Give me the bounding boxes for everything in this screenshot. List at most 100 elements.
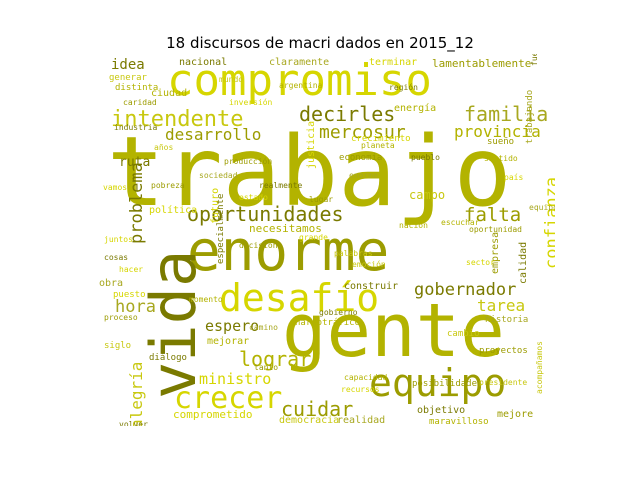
- word-22: problema: [127, 162, 147, 244]
- word-1: gente: [282, 288, 505, 374]
- word-4: vida: [137, 249, 210, 399]
- word-57: generar: [109, 73, 147, 83]
- word-54: pobreza: [151, 181, 185, 190]
- word-70: sector: [466, 258, 495, 267]
- word-61: industria: [114, 123, 158, 132]
- word-44: calidad: [518, 241, 529, 284]
- word-34: democracia: [279, 415, 340, 426]
- word-53: cambio: [447, 329, 480, 339]
- word-99: pueblo: [411, 153, 440, 162]
- word-0: trabajo: [107, 116, 512, 228]
- word-77: sociedad: [199, 171, 238, 180]
- word-48: mejorar: [207, 336, 250, 347]
- word-52: narcotráfico: [295, 318, 361, 328]
- word-42: campo: [409, 188, 446, 202]
- word-98: nación: [399, 221, 428, 230]
- word-66: fuerza: [530, 54, 539, 66]
- word-35: realidad: [337, 415, 386, 426]
- word-59: caridad: [123, 98, 157, 107]
- word-25: desarrollo: [165, 125, 262, 144]
- word-46: obra: [99, 278, 124, 289]
- word-16: lograr: [239, 347, 312, 371]
- word-7: crecer: [174, 381, 283, 416]
- word-cloud: trabajo gente enorme compromiso vida equipo de…: [99, 54, 555, 426]
- word-12: mercosur: [319, 122, 406, 143]
- word-47: puesto: [113, 290, 146, 300]
- word-58: distinta: [115, 83, 159, 93]
- word-88: cosas: [104, 253, 129, 262]
- word-29: claramente: [269, 57, 330, 68]
- word-89: proceso: [104, 313, 138, 322]
- word-37: mejore: [497, 409, 534, 420]
- word-3: compromiso: [167, 55, 432, 106]
- word-5: equipo: [369, 361, 507, 405]
- word-79: escuchar: [441, 218, 480, 227]
- word-51: maravilloso: [429, 417, 489, 427]
- word-43: necesitamos: [249, 222, 322, 235]
- word-97: presidente: [479, 378, 528, 387]
- word-62: crecimiento: [351, 134, 411, 144]
- word-93: región: [389, 83, 418, 92]
- word-106: juntos: [104, 235, 133, 244]
- word-83: siglo: [104, 341, 132, 351]
- word-39: energía: [394, 103, 437, 114]
- word-75: recursos: [341, 385, 380, 394]
- word-28: nacional: [179, 57, 228, 68]
- word-101: decisión: [239, 241, 278, 250]
- word-103: años: [154, 143, 174, 152]
- word-11: decirles: [299, 102, 396, 126]
- word-78: realmente: [259, 181, 303, 190]
- word-33: comprometido: [173, 408, 253, 421]
- word-73: capacidad: [344, 373, 388, 382]
- word-31: lamentablemente: [432, 57, 532, 70]
- word-95: lugar: [309, 195, 334, 204]
- word-26: idea: [111, 57, 145, 73]
- word-40: justicia: [306, 120, 317, 169]
- word-87: sentido: [484, 154, 518, 163]
- word-20: falta: [464, 204, 522, 226]
- word-86: enorme: [349, 171, 378, 180]
- chart-title: 18 discursos de macri dados en 2015_12: [166, 34, 474, 52]
- word-68: producción: [224, 157, 273, 166]
- word-82: diálogo: [149, 353, 187, 363]
- word-38: sueño: [487, 137, 515, 147]
- word-71: emoción: [352, 260, 386, 269]
- word-72: volver: [119, 420, 148, 427]
- word-85: vamos: [103, 183, 128, 192]
- word-60: inversión: [229, 98, 273, 107]
- word-102: hacer: [119, 265, 144, 274]
- word-64: historia: [485, 315, 529, 325]
- word-91: mundo: [219, 75, 244, 84]
- word-55: política: [149, 205, 198, 216]
- word-19: hora: [115, 297, 156, 317]
- word-17: ministro: [199, 370, 272, 388]
- word-81: estado: [239, 193, 268, 202]
- word-18: espero: [205, 317, 260, 335]
- word-15: cuidar: [281, 397, 354, 421]
- word-76: acompañamos: [535, 341, 544, 394]
- word-100: camino: [249, 323, 278, 332]
- word-92: argentina: [279, 81, 323, 90]
- word-74: posibilidades: [412, 379, 483, 389]
- word-50: proyectos: [479, 346, 528, 356]
- word-63: economía: [339, 153, 383, 163]
- word-13: provincia: [454, 122, 541, 141]
- word-96: grande: [299, 233, 328, 242]
- word-80: oportunidad: [469, 225, 522, 234]
- word-24: tarea: [477, 296, 526, 315]
- word-94: equipo: [529, 203, 555, 212]
- word-27: ciudad: [151, 88, 188, 99]
- word-105: gobierno: [319, 308, 358, 317]
- word-84: tanto: [254, 363, 279, 372]
- word-67: trabajando: [525, 89, 535, 144]
- word-49: construir: [344, 281, 399, 292]
- word-30: terminar: [369, 57, 418, 68]
- word-36: objetivo: [417, 405, 466, 416]
- word-45: empresa: [490, 231, 501, 274]
- word-10: familia: [464, 102, 549, 126]
- word-23: alegría: [127, 361, 146, 426]
- word-14: gobernador: [414, 280, 517, 300]
- word-90: país: [504, 173, 524, 182]
- word-69: planeta: [361, 141, 395, 150]
- word-9: intendente: [111, 107, 244, 132]
